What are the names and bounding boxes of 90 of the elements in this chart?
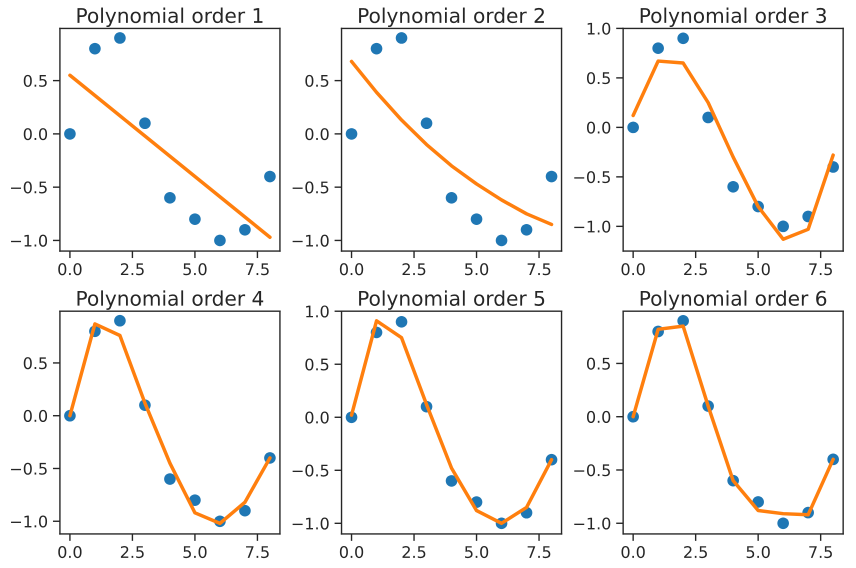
x-tick-label: 5.0 <box>183 546 207 558</box>
x-tick-label: 2.5 <box>684 546 707 558</box>
x-tick-label: 2.5 <box>402 546 426 558</box>
point <box>164 473 176 485</box>
x-tick-label: 5.0 <box>465 546 488 558</box>
chart-title: Polynomial order 3 <box>640 8 826 28</box>
point <box>239 504 251 517</box>
y-tick-label: −1.0 <box>11 515 48 528</box>
y-tick-label: −0.5 <box>574 464 610 476</box>
point <box>214 234 226 246</box>
point <box>446 475 458 487</box>
y-tick-label: 1.0 <box>306 305 329 318</box>
point <box>239 224 251 236</box>
y-tick-label: 0.5 <box>24 357 47 370</box>
x-tick-label: 7.5 <box>809 263 832 276</box>
point <box>677 32 689 44</box>
point <box>546 170 558 182</box>
y-tick-label: −0.5 <box>292 181 328 194</box>
point <box>89 42 101 54</box>
point <box>396 32 408 44</box>
x-tick-label: 0.0 <box>622 546 645 558</box>
point <box>420 117 432 130</box>
y-tick-label: 0.5 <box>586 72 610 84</box>
y-tick-label: 0.0 <box>305 128 329 140</box>
line-series <box>631 59 835 241</box>
y-tick-label: 0.0 <box>24 410 48 422</box>
point <box>370 42 382 54</box>
point <box>114 314 126 327</box>
point <box>702 112 714 124</box>
y-tick-label: 0.0 <box>586 122 610 134</box>
y-tick-label: −1.0 <box>292 234 329 247</box>
y-tick-label: 0.0 <box>24 128 48 140</box>
point <box>346 128 358 140</box>
x-tick-label: 2.5 <box>120 263 144 276</box>
point <box>114 32 126 44</box>
x-tick-label: 2.5 <box>684 263 707 276</box>
y-tick-label: 0.5 <box>305 74 328 87</box>
line-series <box>350 60 554 226</box>
x-tick-label: 7.5 <box>528 546 550 558</box>
chart-title: Polynomial order 4 <box>78 290 264 310</box>
point <box>396 316 408 328</box>
point <box>727 180 739 193</box>
point <box>446 192 458 204</box>
y-tick-label: −1.0 <box>11 234 48 247</box>
y-tick-label: −0.5 <box>574 171 610 184</box>
chart-title: Polynomial order 6 <box>640 290 826 310</box>
x-tick-label: 5.0 <box>746 263 770 276</box>
point <box>677 315 689 327</box>
point <box>189 213 201 225</box>
point <box>777 517 789 530</box>
y-tick-label: −0.5 <box>11 462 47 475</box>
x-tick-label: 2.5 <box>402 263 426 276</box>
x-tick-label: 7.5 <box>246 263 269 276</box>
x-tick-label: 7.5 <box>528 263 550 276</box>
point <box>264 170 276 182</box>
x-tick-label: 7.5 <box>246 546 269 558</box>
y-tick-label: 0.5 <box>305 358 328 371</box>
y-tick-label: 0.5 <box>586 358 610 370</box>
y-tick-label: 1.0 <box>588 22 610 35</box>
y-tick-label: −1.0 <box>574 517 610 530</box>
point <box>777 220 789 232</box>
point <box>64 128 76 140</box>
line-series <box>68 74 272 239</box>
point <box>164 192 176 204</box>
chart-title: Polynomial order 5 <box>359 290 544 310</box>
y-tick-label: 0.0 <box>305 411 329 424</box>
x-tick-label: 2.5 <box>120 546 144 558</box>
chart-title: Polynomial order 1 <box>78 8 262 28</box>
point <box>652 42 664 54</box>
y-tick-label: −0.5 <box>292 464 328 477</box>
y-tick-label: 0.5 <box>24 74 47 87</box>
x-tick-label: 0.0 <box>622 263 645 276</box>
y-tick-label: −1.0 <box>574 220 610 233</box>
x-tick-label: 0.0 <box>58 546 82 558</box>
x-tick-label: 0.0 <box>340 546 364 558</box>
point <box>496 234 508 246</box>
x-tick-label: 5.0 <box>183 263 207 276</box>
x-tick-label: 5.0 <box>746 546 770 558</box>
y-tick-label: 0.0 <box>586 410 610 424</box>
point <box>470 213 482 225</box>
point <box>520 224 532 236</box>
point <box>139 117 151 130</box>
x-tick-label: 0.0 <box>58 263 82 276</box>
y-tick-label: −0.5 <box>11 181 47 194</box>
x-tick-label: 7.5 <box>809 546 832 558</box>
x-tick-label: 0.0 <box>340 263 364 276</box>
chart-title: Polynomial order 2 <box>359 8 544 28</box>
y-tick-label: −1.0 <box>292 518 329 530</box>
point <box>627 122 639 134</box>
x-tick-label: 5.0 <box>465 263 488 276</box>
